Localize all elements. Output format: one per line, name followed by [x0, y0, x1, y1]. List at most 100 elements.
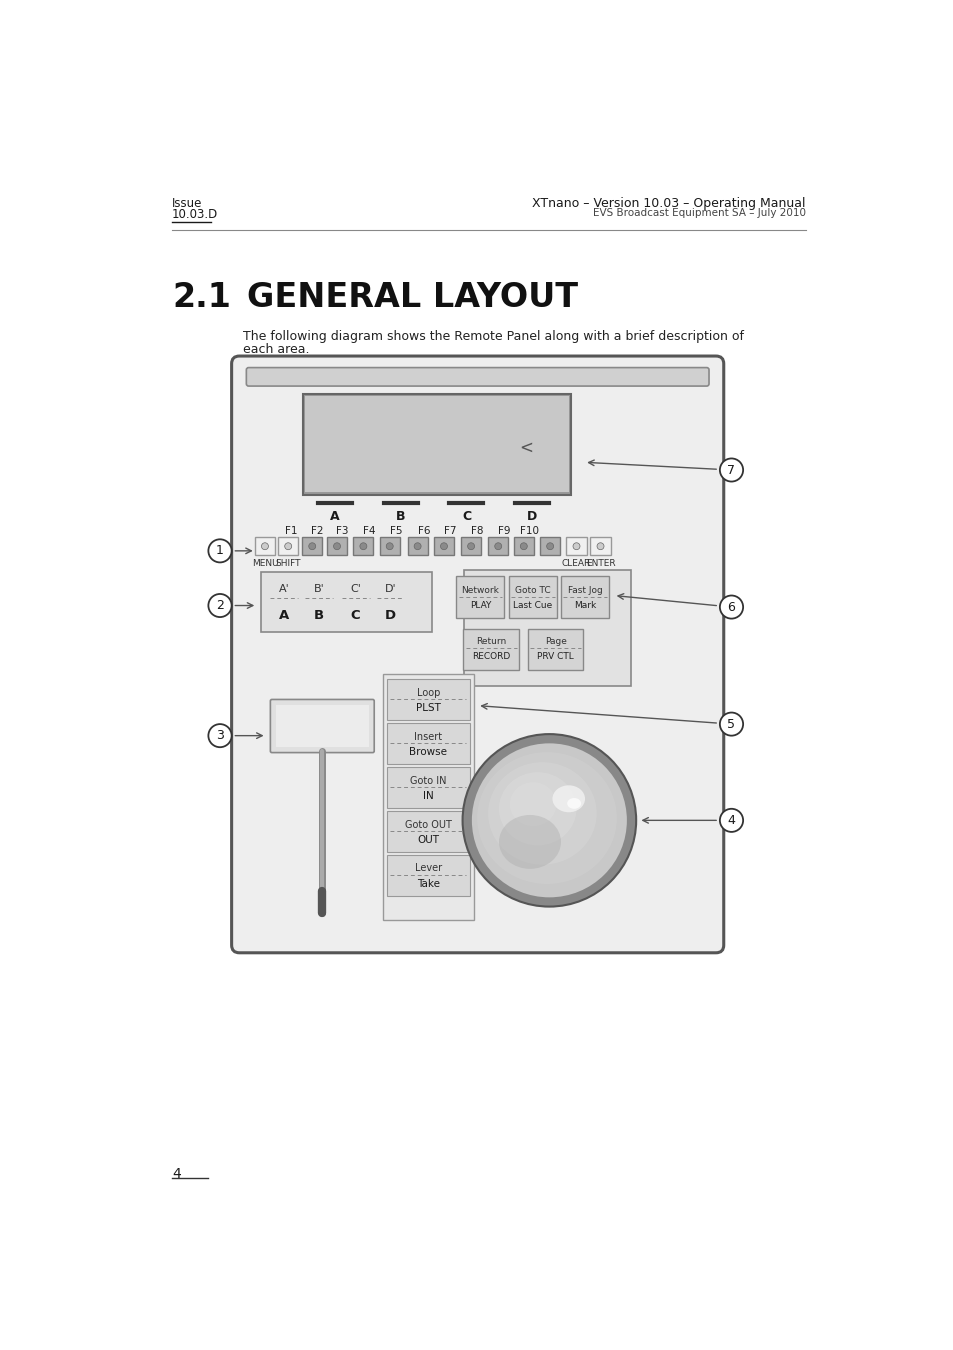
Text: OUT: OUT	[417, 836, 439, 845]
Bar	[509, 576, 557, 618]
Bar	[590, 537, 610, 555]
Text: F1: F1	[285, 526, 297, 536]
Text: A': A'	[278, 585, 290, 594]
Text: C': C'	[350, 585, 360, 594]
Bar	[456, 576, 504, 618]
Circle shape	[495, 543, 501, 549]
Text: Loop: Loop	[416, 688, 439, 698]
Text: IN: IN	[423, 791, 434, 801]
Bar	[527, 629, 583, 670]
Bar	[488, 537, 508, 555]
Circle shape	[208, 724, 232, 747]
Text: each area.: each area.	[243, 343, 310, 356]
Text: ENTER: ENTER	[585, 559, 615, 568]
Ellipse shape	[552, 786, 584, 813]
Text: 5: 5	[727, 718, 735, 730]
Bar	[513, 537, 534, 555]
Text: C: C	[351, 609, 360, 621]
Text: <: <	[518, 439, 533, 456]
Bar	[387, 679, 469, 721]
Circle shape	[462, 734, 636, 907]
Bar	[302, 537, 322, 555]
Bar	[407, 537, 427, 555]
Text: 10.03.D: 10.03.D	[172, 208, 218, 221]
Text: A: A	[279, 609, 289, 621]
Circle shape	[720, 595, 742, 618]
Text: F9: F9	[497, 526, 510, 536]
Text: F5: F5	[389, 526, 402, 536]
Circle shape	[261, 543, 268, 549]
Bar	[387, 767, 469, 809]
Bar	[566, 537, 586, 555]
Bar	[387, 855, 469, 896]
Text: PRV CTL: PRV CTL	[537, 652, 574, 660]
Bar	[305, 396, 568, 493]
Text: B: B	[314, 609, 324, 621]
Bar	[379, 537, 399, 555]
Circle shape	[334, 543, 340, 549]
Circle shape	[359, 543, 367, 549]
Text: Issue: Issue	[172, 197, 202, 211]
Text: Return: Return	[476, 637, 506, 647]
Bar	[463, 629, 518, 670]
Bar	[387, 811, 469, 852]
Text: Last Cue: Last Cue	[513, 601, 552, 610]
Bar	[327, 537, 347, 555]
Circle shape	[720, 713, 742, 736]
Text: D: D	[527, 510, 537, 522]
Bar	[434, 537, 454, 555]
Bar	[382, 674, 474, 921]
Ellipse shape	[488, 763, 596, 864]
Text: F4: F4	[363, 526, 375, 536]
Text: 4: 4	[172, 1166, 180, 1181]
Bar	[560, 576, 608, 618]
Text: 2: 2	[215, 599, 224, 612]
Bar	[387, 724, 469, 764]
Ellipse shape	[498, 815, 560, 869]
Circle shape	[309, 543, 315, 549]
Text: Goto TC: Goto TC	[515, 586, 550, 595]
Text: F2: F2	[311, 526, 323, 536]
Bar	[539, 537, 559, 555]
Text: Lever: Lever	[415, 864, 441, 873]
Text: PLAY: PLAY	[469, 601, 491, 610]
Text: F3: F3	[335, 526, 349, 536]
Ellipse shape	[509, 782, 556, 826]
Text: PLST: PLST	[416, 703, 440, 713]
Bar	[460, 537, 480, 555]
Circle shape	[720, 809, 742, 832]
FancyBboxPatch shape	[246, 367, 708, 386]
Text: Browse: Browse	[409, 747, 447, 757]
Text: 1: 1	[215, 544, 224, 558]
Ellipse shape	[476, 752, 617, 884]
Text: GENERAL LAYOUT: GENERAL LAYOUT	[247, 281, 578, 315]
Text: 3: 3	[215, 729, 224, 742]
Text: D: D	[384, 609, 395, 621]
Circle shape	[472, 744, 626, 898]
FancyBboxPatch shape	[270, 699, 374, 752]
Text: B': B'	[314, 585, 324, 594]
Bar	[303, 394, 571, 494]
Bar	[254, 537, 274, 555]
Text: C: C	[461, 510, 471, 522]
Text: Fast Jog: Fast Jog	[567, 586, 601, 595]
Circle shape	[284, 543, 292, 549]
Ellipse shape	[567, 798, 580, 809]
Circle shape	[597, 543, 603, 549]
Circle shape	[573, 543, 579, 549]
Bar	[353, 537, 373, 555]
Text: F6: F6	[417, 526, 430, 536]
Text: Take: Take	[416, 879, 439, 888]
Text: SHIFT: SHIFT	[275, 559, 300, 568]
Text: F8: F8	[471, 526, 483, 536]
Text: XTnano – Version 10.03 – Operating Manual: XTnano – Version 10.03 – Operating Manua…	[532, 197, 805, 211]
Circle shape	[467, 543, 474, 549]
Text: Goto OUT: Goto OUT	[405, 819, 452, 830]
Circle shape	[208, 594, 232, 617]
Text: CLEAR: CLEAR	[561, 559, 591, 568]
Text: B: B	[395, 510, 405, 522]
Text: Network: Network	[461, 586, 498, 595]
Circle shape	[386, 543, 393, 549]
Ellipse shape	[498, 772, 576, 845]
Text: F10: F10	[520, 526, 539, 536]
